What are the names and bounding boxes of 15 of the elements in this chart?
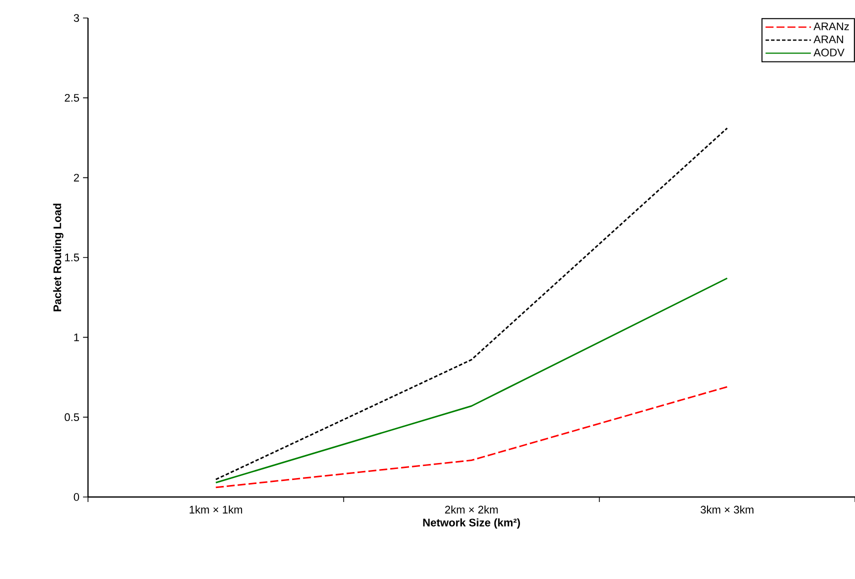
- y-tick-label: 0: [74, 493, 80, 501]
- y-axis-title: Packet Routing Load: [53, 204, 64, 312]
- y-tick-label: 1.5: [65, 254, 80, 262]
- legend-label: ARAN: [814, 36, 844, 44]
- legend-label: ARANz: [814, 22, 849, 30]
- y-tick-label: 0.5: [64, 413, 80, 422]
- y-tick-label: 3: [74, 14, 80, 22]
- legend-label: AODV: [814, 48, 844, 56]
- y-tick-label: 1: [74, 334, 79, 342]
- y-tick-label: 2.5: [64, 94, 80, 102]
- x-tick-label: 3km × 3km: [700, 506, 754, 514]
- x-tick-label: 1km × 1km: [190, 506, 242, 514]
- x-tick-label: 2km × 2km: [445, 506, 498, 514]
- y-tick-label: 2: [74, 174, 79, 182]
- x-axis-title: Network Size (km²): [423, 518, 520, 529]
